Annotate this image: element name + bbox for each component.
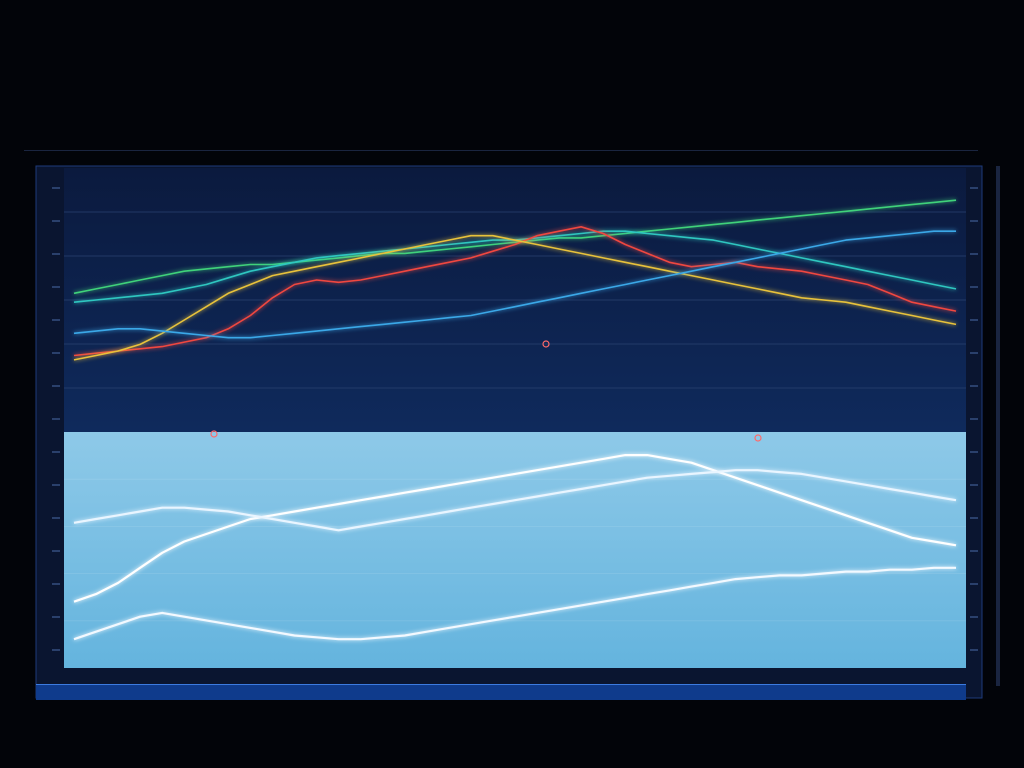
data-point-marker [210,430,218,438]
lower-series-line-3 [73,566,956,641]
vertical-scrollbar-track [996,166,1000,686]
upper-series-line-4 [73,234,957,361]
timeline-bar[interactable] [36,684,966,700]
column-header-row [24,124,1000,140]
data-point-marker [754,434,762,442]
upper-series-line-5 [73,230,956,339]
lower-series-line-2 [73,469,957,532]
legend-header-row [24,150,978,167]
upper-series-line-1 [73,199,957,295]
data-point-marker [542,340,550,348]
lower-panel-background [64,432,966,668]
lower-series-line-1 [73,454,957,603]
upper-series-line-3 [73,226,957,357]
